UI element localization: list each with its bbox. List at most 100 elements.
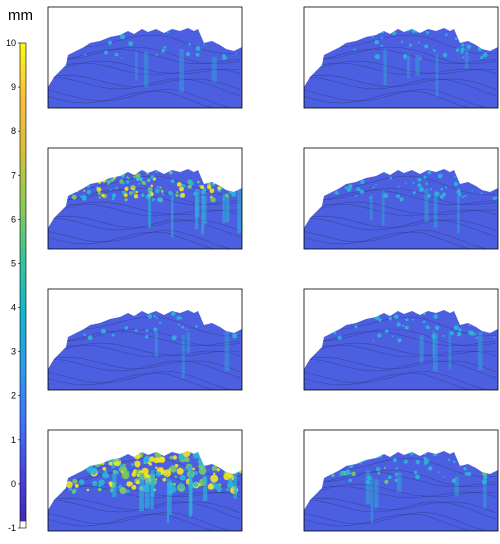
precip-cell (480, 56, 484, 60)
precip-cell (372, 186, 375, 189)
precip-cell (216, 468, 220, 472)
precip-cell (68, 487, 73, 491)
map-panel-row3-right (303, 288, 499, 391)
precip-cell (344, 312, 347, 315)
contour-line (304, 483, 497, 501)
map-panel-row4-right (303, 429, 499, 532)
precip-cell (119, 487, 127, 495)
precip-cell (406, 28, 411, 32)
precip-cell (186, 465, 192, 471)
precip-plume (370, 194, 373, 221)
precip-cell (136, 178, 139, 181)
precip-cell (233, 457, 238, 461)
precip-plume (224, 330, 230, 372)
precip-cell (378, 452, 383, 458)
contour-line (48, 499, 241, 522)
colorbar-gradient (20, 43, 26, 528)
precip-plume (148, 189, 152, 228)
contour-line (48, 358, 241, 381)
precip-cell (213, 472, 216, 475)
precip-cell (423, 175, 427, 179)
precip-cell (463, 467, 467, 471)
precip-cell (135, 173, 141, 178)
precip-cell (339, 319, 344, 325)
precip-cell (235, 466, 238, 469)
precip-cell (77, 41, 80, 45)
precip-cell (170, 179, 175, 184)
precip-cell (238, 467, 242, 473)
precip-cell (427, 170, 432, 175)
precip-cell (211, 466, 217, 471)
precip-cell (485, 186, 488, 189)
precip-cell (460, 47, 465, 52)
colorbar-tick-label: 7 (11, 170, 16, 180)
precip-cell (493, 336, 496, 339)
precip-plume (203, 195, 207, 225)
land-mass (48, 169, 242, 249)
precip-cell (397, 185, 400, 188)
precip-cell (135, 190, 139, 194)
precip-plume (202, 475, 208, 502)
precip-cell (72, 453, 77, 458)
precip-cell (128, 41, 134, 47)
precip-plume (181, 334, 185, 379)
precip-plume (383, 49, 387, 86)
map-panel-row2-right (303, 147, 499, 250)
precip-cell (88, 173, 93, 178)
precip-cell (223, 473, 231, 481)
precip-cell (469, 314, 474, 319)
precip-cell (86, 189, 92, 195)
precip-cell (458, 193, 462, 197)
precip-cell (453, 325, 459, 331)
precip-cell (188, 43, 191, 46)
precip-cell (351, 471, 356, 477)
precip-cell (368, 310, 374, 316)
precip-cell (466, 170, 471, 176)
precip-cell (145, 171, 150, 175)
precip-cell (87, 36, 92, 41)
precip-cell (345, 310, 350, 314)
precip-cell (460, 51, 464, 54)
precip-cell (385, 310, 391, 316)
precip-cell (121, 471, 130, 480)
precip-cell (423, 456, 427, 460)
precip-cell (226, 37, 232, 43)
precip-plume (419, 335, 424, 363)
precip-cell (233, 44, 238, 49)
contour-line (304, 217, 497, 240)
precip-cell (230, 188, 233, 191)
precip-cell (123, 463, 126, 467)
precip-cell (121, 181, 125, 185)
precip-cell (145, 456, 148, 460)
precip-cell (96, 187, 102, 192)
precip-cell (378, 318, 382, 322)
precip-cell (98, 455, 105, 463)
precip-cell (419, 57, 422, 60)
precip-cell (232, 333, 238, 339)
precip-plume (201, 195, 205, 235)
precip-cell (98, 487, 102, 492)
precip-cell (325, 329, 330, 335)
contour-line (48, 62, 241, 85)
precip-cell (219, 180, 223, 184)
precip-cell (362, 456, 368, 462)
precip-cell (365, 479, 370, 485)
precip-cell (327, 467, 333, 472)
precip-cell (436, 339, 438, 342)
colorbar-tick-label: 9 (11, 82, 16, 92)
precip-cell (185, 51, 191, 57)
precip-cell (400, 40, 404, 44)
precip-cell (467, 169, 471, 172)
contour-line (48, 342, 241, 360)
colorbar-tick-label: 10 (6, 38, 16, 48)
precip-cell (102, 466, 107, 471)
precip-cell (349, 169, 354, 174)
precip-cell (396, 194, 400, 199)
precip-cell (334, 45, 337, 48)
precip-cell (158, 321, 162, 324)
precip-cell (453, 181, 459, 187)
precip-cell (346, 320, 350, 324)
colorbar-tick-label: 2 (11, 391, 16, 401)
precip-cell (81, 184, 83, 187)
precip-cell (327, 171, 331, 175)
